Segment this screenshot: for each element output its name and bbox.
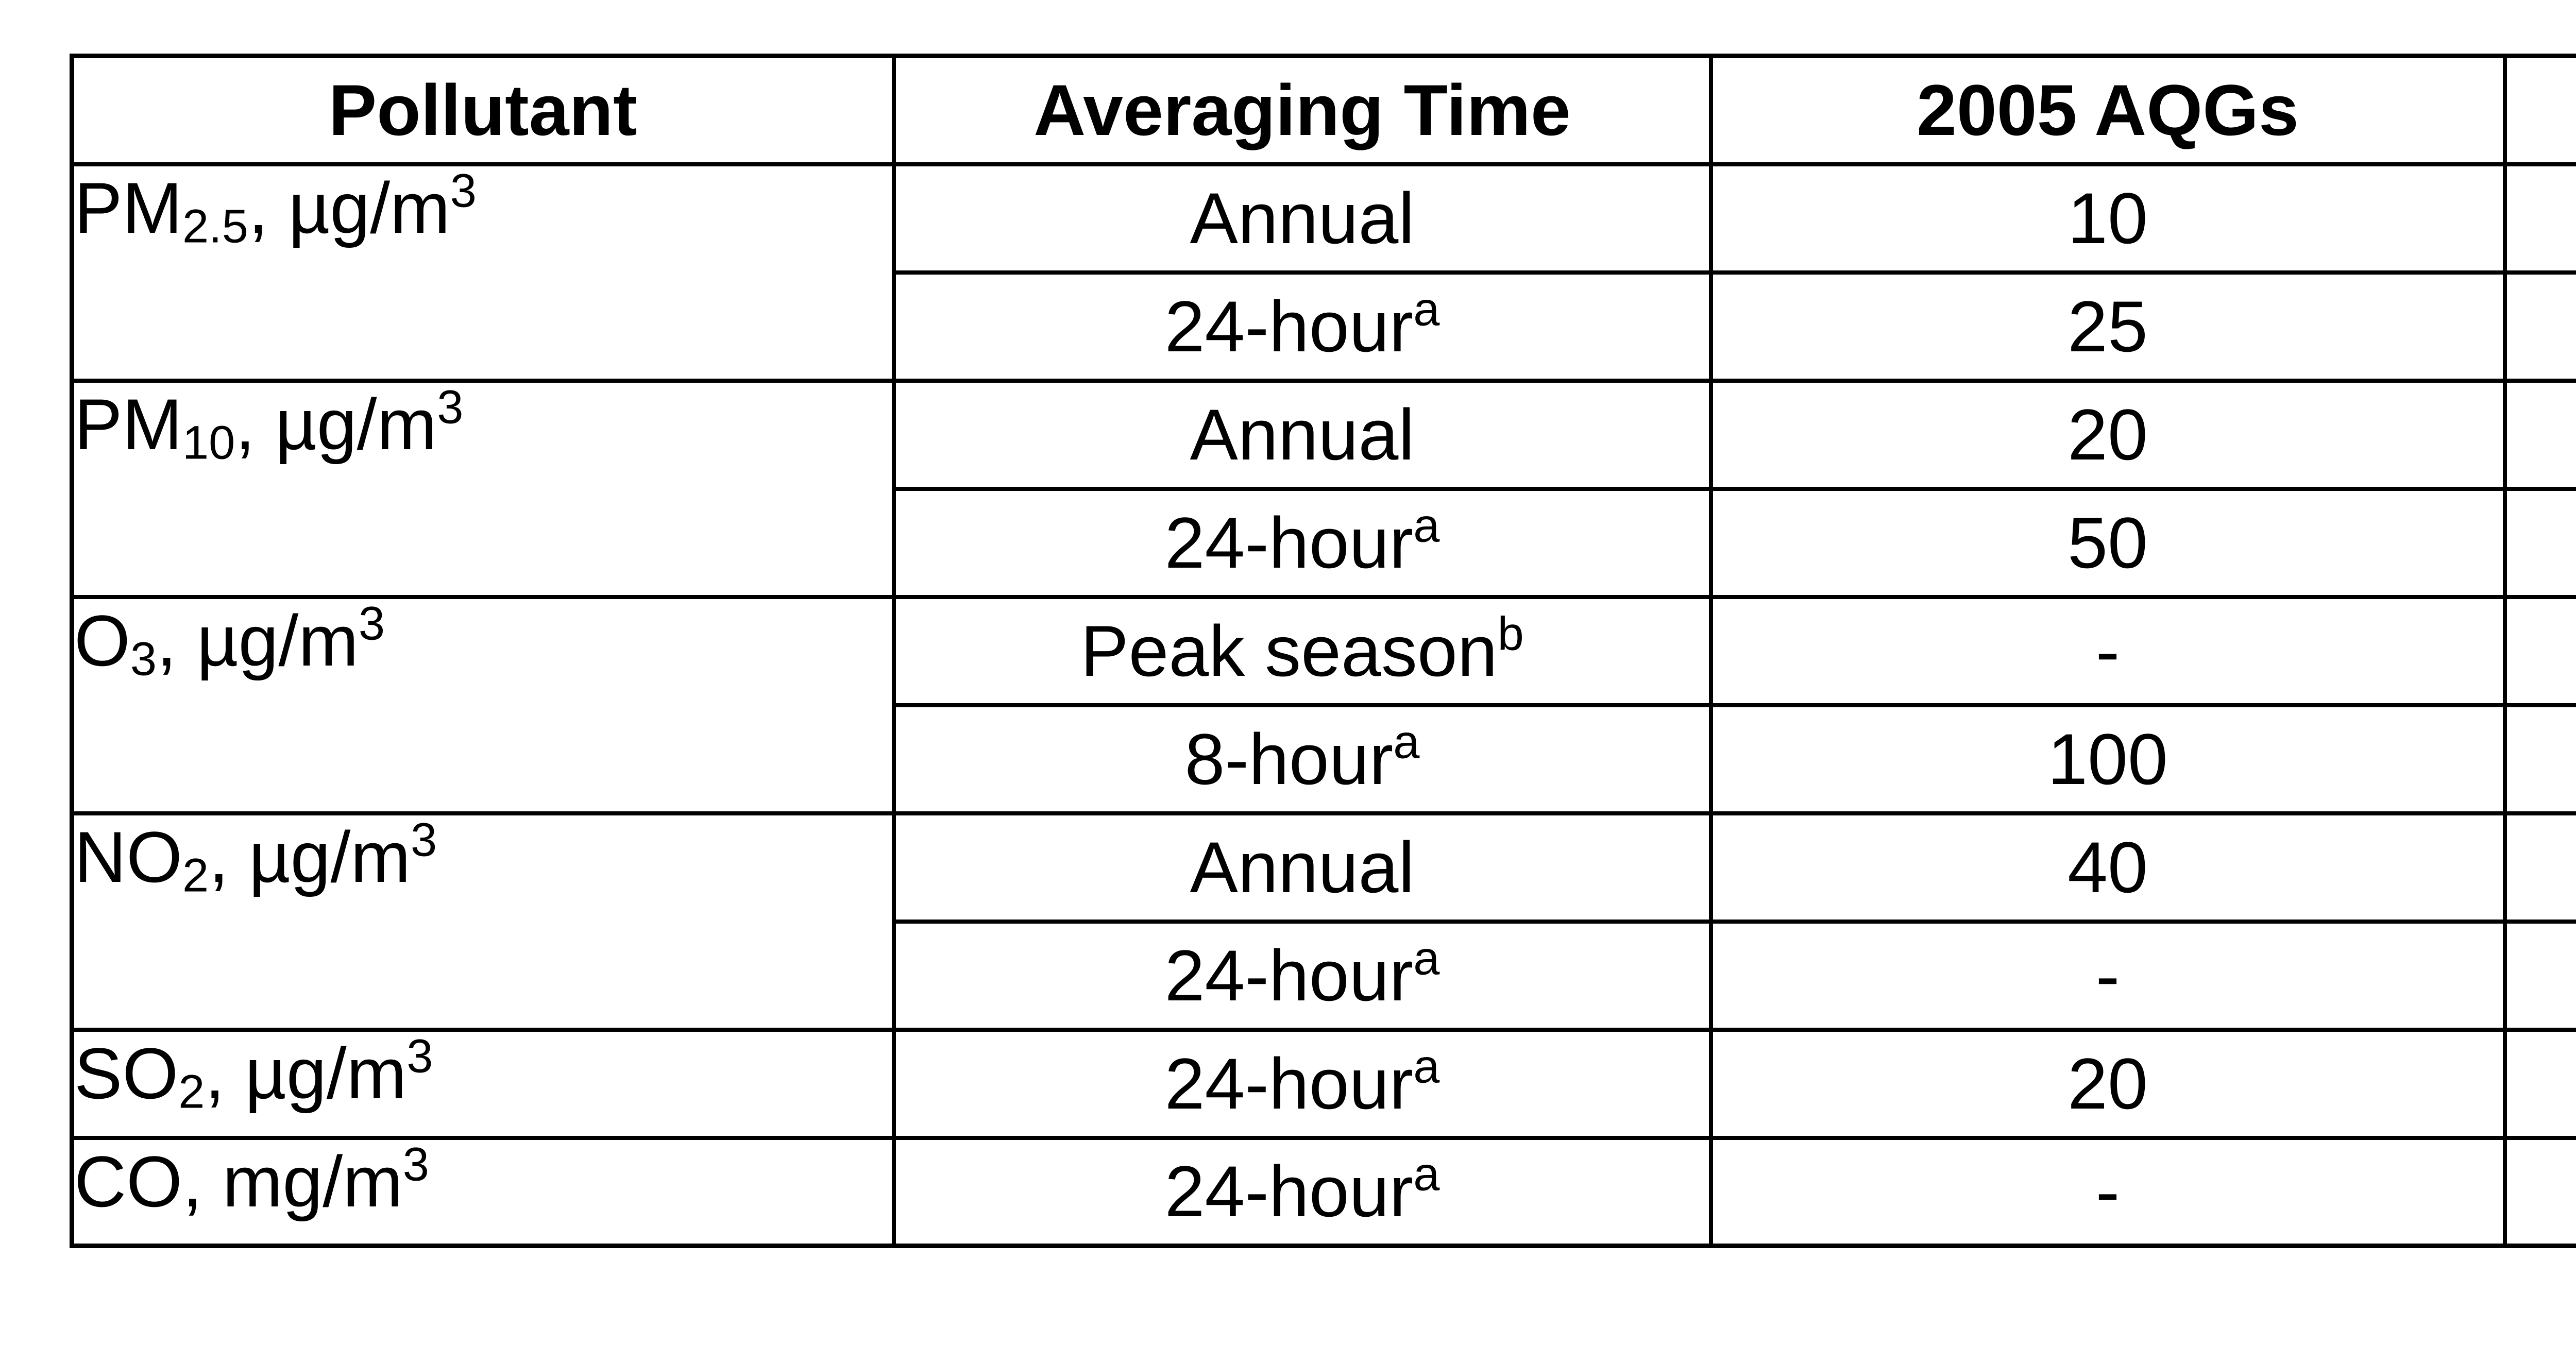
- header-pollutant: Pollutant: [70, 54, 896, 166]
- time-text: Annual: [1190, 826, 1415, 908]
- pm25-annual-2005-value: 10: [1708, 162, 2507, 275]
- table-row: PM2.5, µg/m3 Annual 10 5: [70, 162, 2576, 383]
- formula-sup: 3: [358, 597, 385, 650]
- time-text: 8-hour: [1184, 718, 1394, 799]
- table-row: O3, µg/m3 Peak seasonb - 60: [70, 594, 2576, 815]
- pollutant-co-cell: CO, mg/m3: [70, 1135, 896, 1248]
- o3-peakseason-2005-value: -: [1708, 594, 2507, 707]
- co-24hour-2005-value: -: [1708, 1135, 2507, 1248]
- pm10-24hour-time-cell: 24-houra: [891, 486, 1713, 599]
- so2-24hour-time-cell: 24-houra: [891, 1027, 1713, 1140]
- time-text: 24-hour: [1164, 1043, 1414, 1124]
- table-row: 24-houra - 25: [72, 919, 2576, 1032]
- table-row: NO2, µg/m3 Annual 40 10: [70, 811, 2576, 1032]
- pollutant-pm25-cell: PM2.5, µg/m3: [70, 162, 896, 383]
- formula-base: CO: [74, 1140, 182, 1222]
- table-row: PM10, µg/m3 Annual 20 15: [70, 378, 2576, 599]
- formula-base: SO: [74, 1032, 179, 1114]
- time-text: 24-hour: [1164, 1151, 1414, 1232]
- aqg-table: Pollutant Averaging Time 2005 AQGs 2021 …: [70, 54, 2576, 1248]
- formula-sup: 3: [406, 1029, 433, 1082]
- formula-base: NO: [74, 816, 182, 897]
- o3-peakseason-2021-value: 60: [2502, 594, 2576, 707]
- header-averaging-time: Averaging Time: [891, 54, 1713, 166]
- time-text: 24-hour: [1164, 934, 1414, 1016]
- aqg-table-container: Pollutant Averaging Time 2005 AQGs 2021 …: [70, 54, 2576, 1248]
- pm10-annual-2005-value: 20: [1708, 378, 2507, 491]
- time-footnote-sup: a: [1393, 715, 1420, 768]
- pollutant-o3-cell: O3, µg/m3: [70, 594, 896, 815]
- header-row: Pollutant Averaging Time 2005 AQGs 2021 …: [70, 54, 2576, 166]
- pollutant-no2-cell: NO2, µg/m3: [70, 811, 896, 1032]
- pollutant-pm10-cell: PM10, µg/m3: [70, 378, 896, 599]
- no2-annual-2021-value: 10: [2502, 811, 2576, 924]
- pm10-annual-2021-value: 15: [2502, 378, 2576, 491]
- header-2021-aqgs: 2021 AQGs: [2502, 54, 2576, 166]
- o3-peakseason-time-cell: Peak seasonb: [891, 594, 1713, 707]
- time-text: Peak season: [1080, 610, 1498, 691]
- so2-24hour-2021-value: 40: [2502, 1027, 2576, 1140]
- time-text: 24-hour: [1164, 285, 1414, 367]
- table-row: SO2, µg/m3 24-houra 20 40: [70, 1027, 2576, 1140]
- pm10-24hour-2021-value: 45: [2502, 486, 2576, 599]
- formula-sub: 10: [182, 416, 235, 469]
- o3-8hour-2005-value: 100: [1708, 703, 2507, 815]
- formula-sub: 2: [178, 1065, 205, 1118]
- time-text: Annual: [1190, 394, 1415, 475]
- pm25-24hour-2005-value: 25: [1708, 270, 2507, 383]
- header-2005-aqgs: 2005 AQGs: [1708, 54, 2507, 166]
- formula-unit: , mg/m: [182, 1140, 403, 1222]
- no2-annual-2005-value: 40: [1708, 811, 2507, 924]
- formula-unit: , µg/m: [235, 383, 437, 465]
- formula-unit: , µg/m: [248, 167, 450, 248]
- formula-sup: 3: [437, 380, 464, 433]
- co-24hour-time-cell: 24-houra: [891, 1135, 1713, 1248]
- time-footnote-sup: a: [1413, 1148, 1440, 1201]
- formula-sub: 3: [130, 632, 157, 685]
- so2-24hour-2005-value: 20: [1708, 1027, 2507, 1140]
- time-text: 24-hour: [1164, 502, 1414, 583]
- time-footnote-sup: a: [1413, 499, 1440, 552]
- time-footnote-sup: a: [1413, 1040, 1440, 1093]
- formula-sub: 2.5: [182, 199, 248, 252]
- o3-8hour-time-cell: 8-houra: [891, 703, 1713, 815]
- pm10-annual-time-cell: Annual: [891, 378, 1713, 491]
- table-row: 24-houra 50 45: [72, 486, 2576, 599]
- no2-24hour-time-cell: 24-houra: [891, 919, 1713, 1032]
- table-row: 24-houra 25 15: [72, 270, 2576, 383]
- pm10-24hour-2005-value: 50: [1708, 486, 2507, 599]
- formula-sup: 3: [411, 813, 437, 866]
- pollutant-so2-cell: SO2, µg/m3: [70, 1027, 896, 1140]
- formula-sup: 3: [450, 164, 477, 217]
- time-text: Annual: [1190, 177, 1415, 259]
- formula-sup: 3: [402, 1137, 429, 1190]
- pm25-24hour-time-cell: 24-houra: [891, 270, 1713, 383]
- pm25-annual-time-cell: Annual: [891, 162, 1713, 275]
- no2-annual-time-cell: Annual: [891, 811, 1713, 924]
- formula-sub: 2: [182, 848, 209, 901]
- formula-base: PM: [74, 167, 182, 248]
- formula-unit: , µg/m: [209, 816, 411, 897]
- time-footnote-sup: a: [1413, 282, 1440, 335]
- pm25-24hour-2021-value: 15: [2502, 270, 2576, 383]
- table-row: 8-houra 100 100: [72, 703, 2576, 815]
- formula-base: O: [74, 600, 130, 681]
- o3-8hour-2021-value: 100: [2502, 703, 2576, 815]
- table-row: CO, mg/m3 24-houra - 4: [70, 1135, 2576, 1248]
- time-footnote-sup: b: [1497, 607, 1524, 660]
- formula-unit: , µg/m: [157, 600, 359, 681]
- formula-base: PM: [74, 383, 182, 465]
- no2-24hour-2005-value: -: [1708, 919, 2507, 1032]
- formula-unit: , µg/m: [205, 1032, 407, 1114]
- no2-24hour-2021-value: 25: [2502, 919, 2576, 1032]
- time-footnote-sup: a: [1413, 931, 1440, 984]
- co-24hour-2021-value: 4: [2502, 1135, 2576, 1248]
- pm25-annual-2021-value: 5: [2502, 162, 2576, 275]
